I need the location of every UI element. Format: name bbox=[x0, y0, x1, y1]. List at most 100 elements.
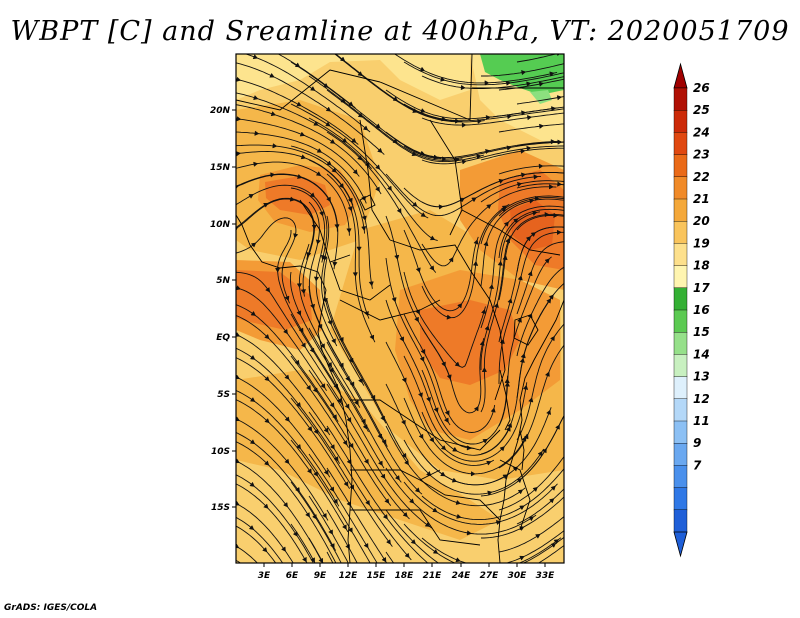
streamline-arrow bbox=[497, 260, 503, 266]
streamline-arrow bbox=[488, 283, 494, 290]
streamline-arrow bbox=[309, 347, 315, 354]
streamline-arrow bbox=[549, 71, 555, 77]
streamline-arrow bbox=[513, 218, 519, 224]
lat-label: 15S bbox=[211, 503, 230, 513]
streamline-arrow bbox=[473, 405, 479, 412]
streamline-arrow bbox=[264, 418, 270, 424]
streamline-arrow bbox=[361, 226, 367, 232]
streamline-arrow bbox=[261, 591, 265, 596]
streamline-arrow bbox=[577, 211, 581, 215]
streamline-arrow bbox=[506, 145, 512, 151]
streamline bbox=[403, 229, 479, 312]
streamline bbox=[421, 75, 564, 89]
streamline-arrow bbox=[338, 183, 344, 189]
streamline bbox=[421, 203, 510, 319]
border-angola bbox=[350, 469, 441, 481]
streamline bbox=[326, 173, 376, 343]
streamline-arrow bbox=[375, 164, 381, 170]
streamline-arrow bbox=[295, 401, 301, 408]
colorbar-label: 15 bbox=[693, 325, 710, 339]
streamline-arrow bbox=[249, 354, 256, 360]
streamline-arrow bbox=[600, 204, 604, 208]
streamline bbox=[498, 516, 564, 553]
streamline-arrow bbox=[323, 82, 329, 88]
streamline-arrow bbox=[452, 446, 458, 452]
streamline bbox=[403, 103, 564, 122]
streamline bbox=[277, 230, 340, 392]
streamline-arrow bbox=[365, 499, 370, 506]
streamline-arrow bbox=[411, 151, 417, 156]
streamline bbox=[236, 376, 331, 478]
streamline-arrow bbox=[323, 427, 329, 433]
streamline-arrow bbox=[605, 119, 609, 123]
streamline-arrow bbox=[236, 543, 240, 549]
streamline-arrow bbox=[441, 361, 446, 367]
streamline-arrow bbox=[539, 40, 543, 44]
streamline bbox=[236, 78, 359, 145]
streamline bbox=[522, 536, 564, 563]
streamline-arrow bbox=[294, 62, 301, 68]
streamline-arrow bbox=[361, 215, 367, 221]
streamline-arrow bbox=[557, 181, 563, 187]
streamline bbox=[498, 231, 564, 384]
streamline bbox=[385, 131, 559, 159]
streamline-arrow bbox=[306, 468, 312, 474]
colorbar-swatch bbox=[673, 154, 688, 178]
streamline-arrow bbox=[315, 239, 321, 245]
streamline bbox=[236, 287, 327, 391]
streamline-arrow bbox=[429, 265, 435, 271]
streamline-arrow bbox=[334, 224, 340, 230]
lon-label: 15E bbox=[367, 571, 387, 581]
streamline-arrow bbox=[394, 475, 400, 481]
streamline-arrow bbox=[338, 336, 344, 343]
streamline-arrow bbox=[299, 131, 306, 137]
streamline bbox=[236, 217, 297, 304]
wbpt-map: 3E 6E 9E 12E 15E 18E 21E 24E 27E 30E 33E 20N 15N 10N… bbox=[210, 40, 710, 596]
streamline-arrow bbox=[567, 263, 572, 267]
streamline bbox=[289, 271, 369, 433]
streamline-arrow bbox=[236, 116, 242, 122]
lon-label: 3E bbox=[258, 571, 271, 581]
streamline bbox=[244, 54, 371, 133]
streamline-arrow bbox=[292, 531, 298, 537]
streamline-arrow bbox=[369, 334, 375, 340]
streamline-arrow bbox=[429, 436, 435, 443]
streamline-arrow bbox=[347, 527, 353, 533]
streamline-arrow bbox=[359, 588, 363, 593]
field-16c-northeast-edge bbox=[530, 90, 552, 104]
streamline-arrow bbox=[327, 319, 333, 326]
streamline-arrow bbox=[357, 112, 364, 118]
streamline-arrow bbox=[587, 493, 592, 497]
streamline-arrow bbox=[236, 500, 240, 506]
lat-label: 10S bbox=[211, 447, 230, 457]
streamline bbox=[403, 481, 558, 525]
streamline-arrow bbox=[481, 308, 487, 315]
streamline bbox=[326, 341, 423, 495]
streamline-arrow bbox=[265, 287, 270, 293]
streamline bbox=[385, 173, 542, 217]
streamline-arrow bbox=[550, 335, 555, 342]
streamline bbox=[236, 418, 329, 521]
streamline bbox=[498, 213, 564, 301]
streamline bbox=[236, 441, 337, 563]
streamline-arrow bbox=[525, 236, 532, 242]
lat-label: 20N bbox=[210, 106, 231, 116]
colorbar-label: 7 bbox=[693, 458, 702, 472]
streamline-arrow bbox=[270, 111, 277, 117]
streamline-arrow bbox=[322, 255, 328, 262]
streamline-arrow bbox=[501, 205, 508, 211]
streamline-arrow bbox=[505, 80, 512, 86]
field-19c-north bbox=[236, 54, 470, 100]
coastline-west-africa bbox=[236, 214, 353, 563]
streamline bbox=[236, 334, 331, 436]
streamline-arrow bbox=[306, 251, 312, 258]
streamline bbox=[236, 432, 337, 551]
lon-label: 6E bbox=[286, 571, 299, 581]
streamline-arrow bbox=[493, 302, 499, 308]
streamline-arrow bbox=[408, 584, 412, 589]
lon-label: 9E bbox=[314, 571, 327, 581]
streamline-arrow bbox=[325, 121, 331, 127]
streamline-arrow bbox=[460, 45, 464, 49]
streamline bbox=[403, 313, 496, 433]
border-sahara-2 bbox=[379, 54, 473, 121]
